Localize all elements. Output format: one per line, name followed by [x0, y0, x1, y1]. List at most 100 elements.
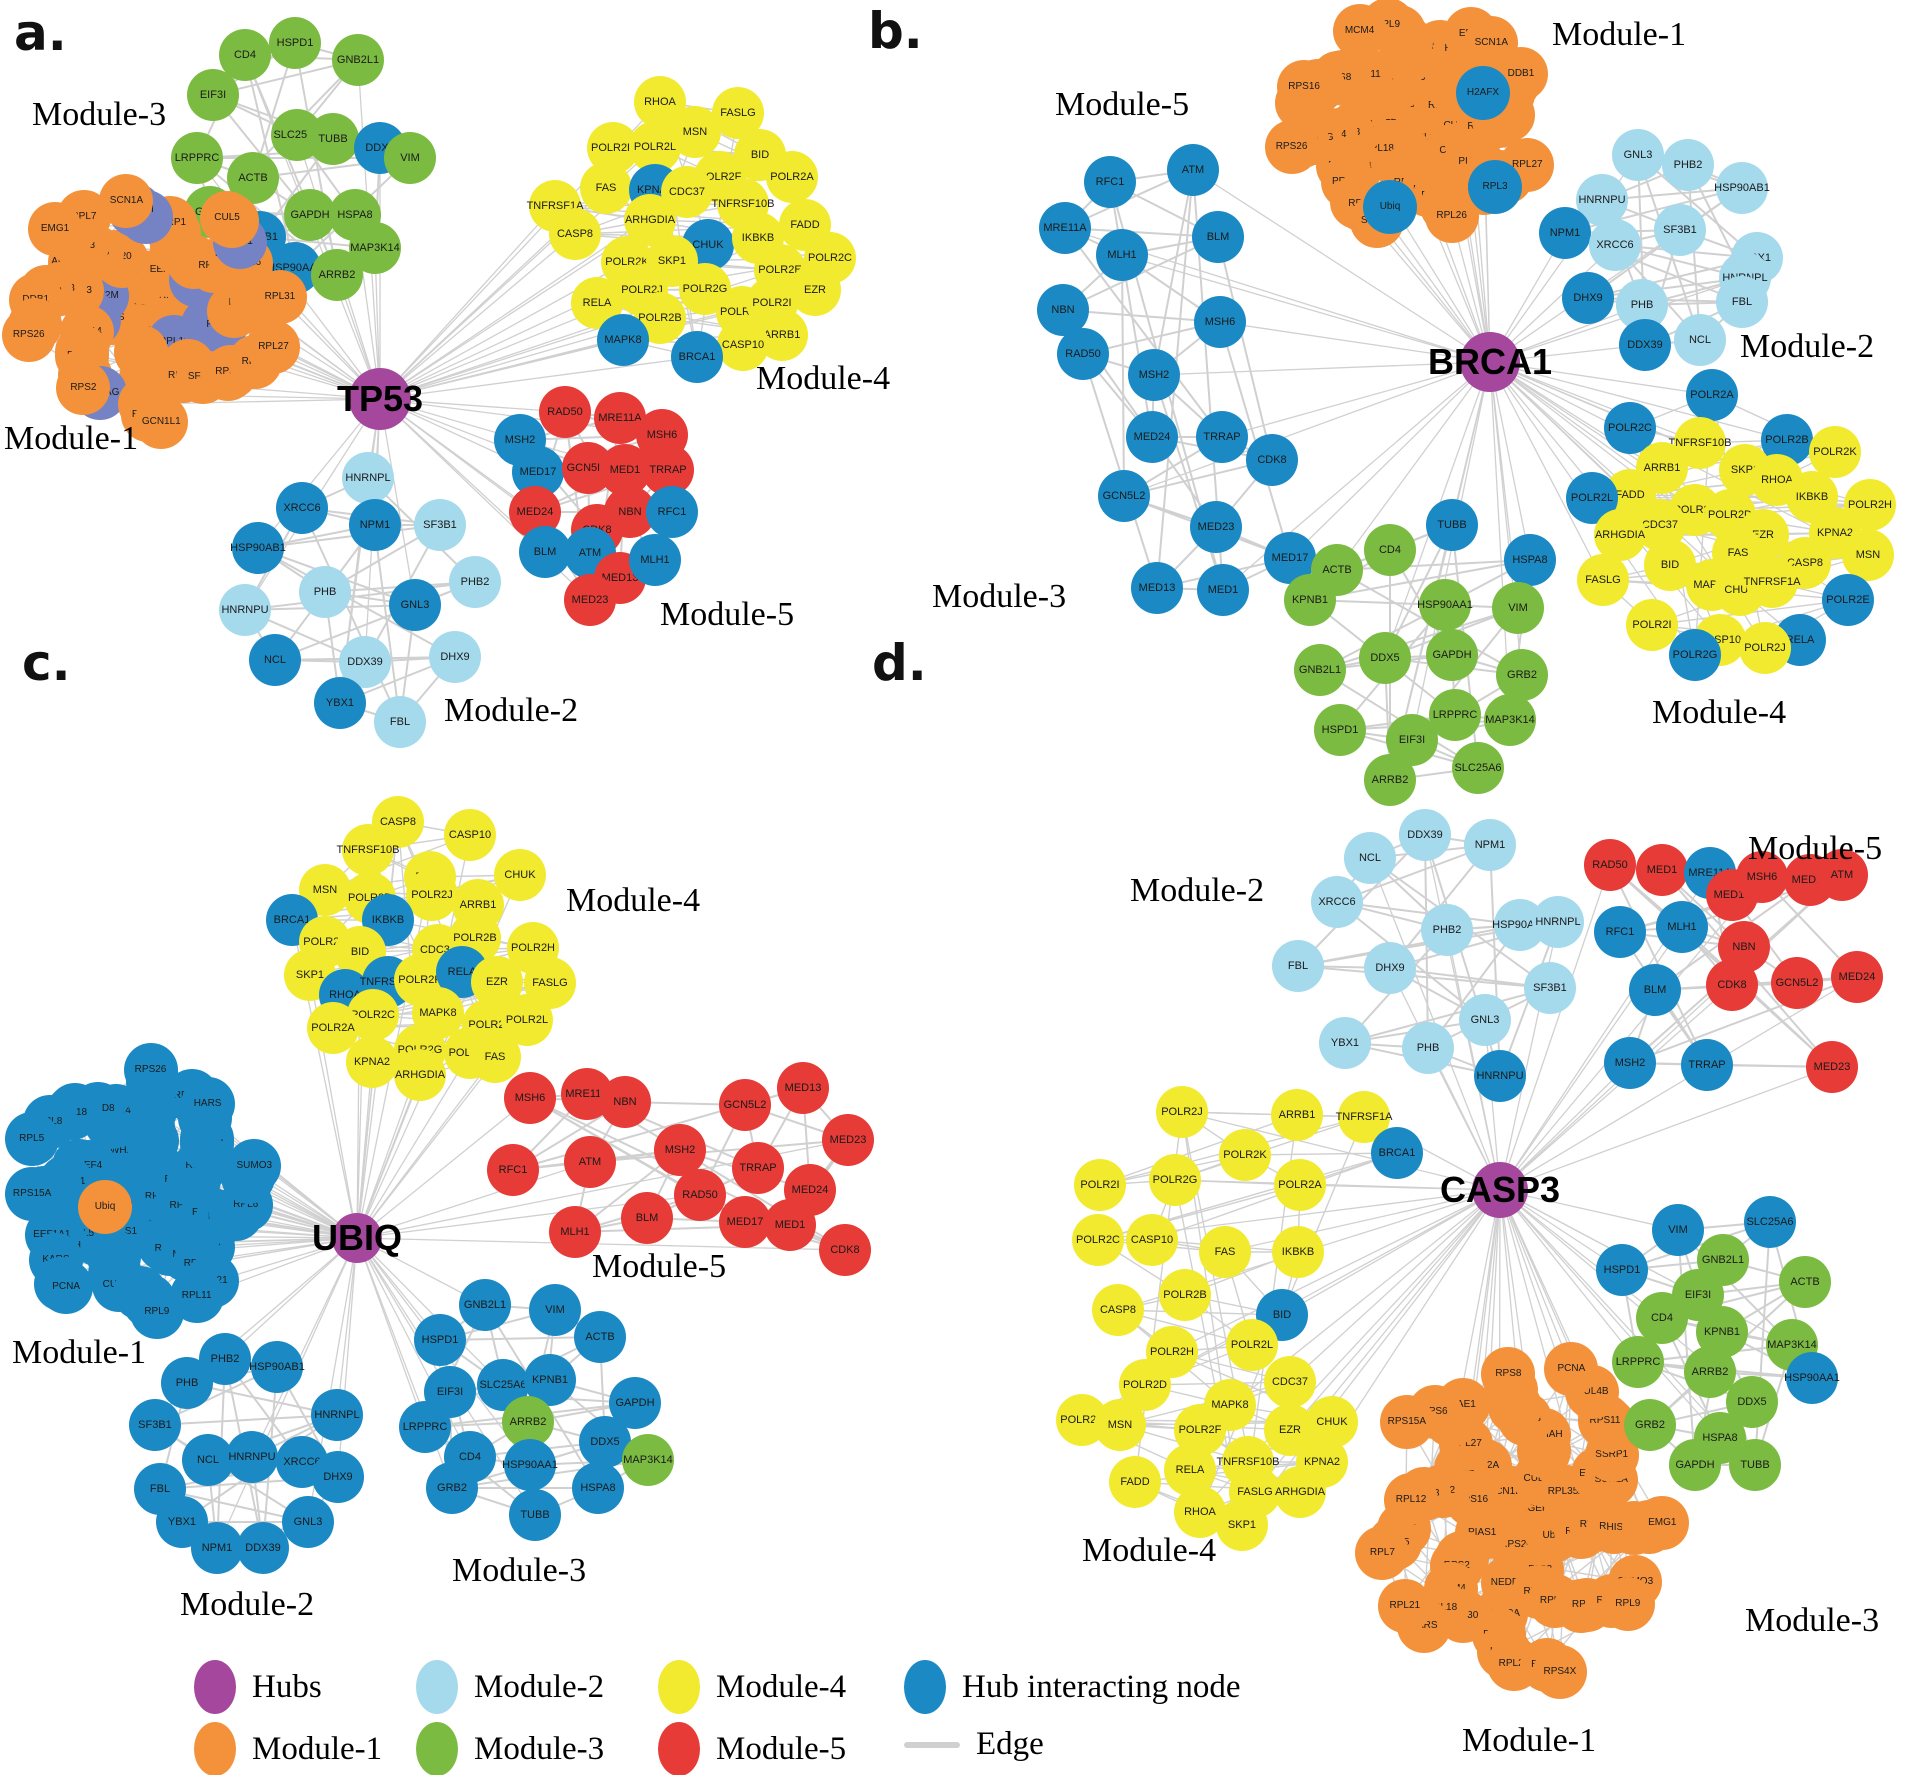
network-node[interactable]: Ubiq [1363, 180, 1417, 234]
network-node[interactable]: RPS2 [56, 360, 111, 415]
network-node[interactable]: RPS15A [1379, 1394, 1434, 1449]
network-node[interactable]: DDX39 [1619, 319, 1671, 371]
network-node[interactable]: HSP90AB1 [249, 1341, 305, 1393]
network-node[interactable]: XRCC6 [1311, 876, 1363, 928]
network-node[interactable]: DDX5 [1359, 632, 1411, 684]
network-node[interactable]: RAD50 [1057, 328, 1109, 380]
network-node[interactable]: ATM [564, 1136, 616, 1188]
network-node[interactable]: KPNA2 [346, 1036, 398, 1088]
network-node[interactable]: TRRAP [1681, 1039, 1733, 1091]
network-node[interactable]: CASP10 [444, 809, 496, 861]
network-node[interactable]: MLH1 [1096, 229, 1148, 281]
network-node[interactable]: SLC25A6 [1452, 742, 1504, 794]
network-node[interactable]: BLM [621, 1192, 673, 1244]
hub-node[interactable] [349, 368, 411, 430]
network-node[interactable]: RAD50 [674, 1169, 726, 1221]
network-node[interactable]: POLR2L [501, 994, 553, 1046]
network-node[interactable]: HSP90AA1 [502, 1439, 558, 1491]
network-node[interactable]: RPL31 [252, 270, 307, 325]
network-node[interactable]: MRE11A [1039, 202, 1091, 254]
network-node[interactable]: HNRNPL [342, 452, 394, 504]
network-node[interactable]: GNB2L1 [459, 1279, 511, 1331]
network-node[interactable]: RFC1 [646, 486, 698, 538]
network-node[interactable]: HSPD1 [414, 1314, 466, 1366]
network-node[interactable]: MSH2 [1604, 1037, 1656, 1089]
network-node[interactable]: FAS [580, 162, 632, 214]
network-node[interactable]: ARHGDIA [1594, 509, 1646, 561]
network-node[interactable]: HSP90AA1 [1417, 579, 1473, 631]
network-node[interactable]: RPS26 [1264, 119, 1319, 174]
network-node[interactable]: POLR2C [1072, 1214, 1124, 1266]
network-node[interactable]: PHB [1402, 1022, 1454, 1074]
network-node[interactable]: DDX39 [1399, 809, 1451, 861]
network-node[interactable]: CHUK [494, 849, 546, 901]
network-node[interactable]: NCL [249, 634, 301, 686]
network-node[interactable]: SKP1 [1216, 1499, 1268, 1551]
network-node[interactable]: HARS [180, 1076, 235, 1131]
network-node[interactable]: GRB2 [1624, 1399, 1676, 1451]
network-node[interactable]: ATM [1816, 849, 1868, 901]
network-node[interactable]: HSPD1 [1314, 704, 1366, 756]
network-node[interactable]: SCN1A [1464, 16, 1519, 71]
network-node[interactable]: CD4 [1636, 1292, 1688, 1344]
network-node[interactable]: MSH2 [1128, 349, 1180, 401]
network-node[interactable]: CDC37 [661, 166, 713, 218]
network-node[interactable]: NPM1 [191, 1522, 243, 1574]
network-node[interactable]: TUBB [509, 1489, 561, 1541]
network-node[interactable]: MAP3K14 [1484, 694, 1536, 746]
network-node[interactable]: XRCC6 [276, 482, 328, 534]
network-node[interactable]: CASP10 [1126, 1214, 1178, 1266]
network-node[interactable]: LRPPRC [171, 132, 223, 184]
network-node[interactable]: PHB2 [1421, 904, 1473, 956]
network-node[interactable]: MSH2 [654, 1124, 706, 1176]
network-node[interactable]: BLM [519, 526, 571, 578]
network-node[interactable]: HSPA8 [572, 1462, 624, 1514]
network-node[interactable]: GCN5L2 [719, 1079, 771, 1131]
network-node[interactable]: ARHGDIA [1274, 1466, 1326, 1518]
network-node[interactable]: SUMO3 [227, 1139, 282, 1194]
network-node[interactable]: HSPA8 [1504, 534, 1556, 586]
network-node[interactable]: DDX39 [237, 1522, 289, 1574]
network-node[interactable]: RPS26 [1, 308, 56, 363]
network-node[interactable]: GAPDH [1426, 629, 1478, 681]
network-node[interactable]: GCN5L2 [1771, 957, 1823, 1009]
network-node[interactable]: DHX9 [1364, 942, 1416, 994]
network-node[interactable]: POLR2C [1604, 402, 1656, 454]
network-node[interactable]: BRCA1 [671, 331, 723, 383]
network-node[interactable]: POLR2I [1074, 1159, 1126, 1211]
network-node[interactable]: MED23 [564, 574, 616, 626]
network-node[interactable]: NPM1 [349, 499, 401, 551]
network-node[interactable]: TRRAP [1196, 411, 1248, 463]
hub-node[interactable] [332, 1213, 382, 1263]
network-node[interactable]: TNFRSF1A [1744, 556, 1800, 608]
network-node[interactable]: RPL11 [169, 1269, 224, 1324]
network-node[interactable]: GNB2L1 [1294, 644, 1346, 696]
network-node[interactable]: GAPDH [284, 189, 336, 241]
network-node[interactable]: XRCC6 [1589, 219, 1641, 271]
network-node[interactable]: HSP90AB1 [1714, 162, 1770, 214]
network-node[interactable]: LRPPRC [399, 1401, 451, 1453]
network-node[interactable]: TUBB [1729, 1439, 1781, 1491]
network-node[interactable]: ACTB [1779, 1256, 1831, 1308]
network-node[interactable]: NBN [599, 1076, 651, 1128]
network-node[interactable]: SF3B1 [414, 499, 466, 551]
network-node[interactable]: RPL21 [1377, 1578, 1432, 1633]
network-node[interactable]: HSPD1 [1596, 1244, 1648, 1296]
network-node[interactable]: DHX9 [1562, 272, 1614, 324]
network-node[interactable]: MLH1 [549, 1206, 601, 1258]
network-node[interactable]: MED1 [1197, 564, 1249, 616]
network-node[interactable]: NPM1 [1464, 819, 1516, 871]
network-node[interactable]: H2AFX [1456, 66, 1510, 120]
network-node[interactable]: PHB [161, 1357, 213, 1409]
network-node[interactable]: LRPPRC [1429, 689, 1481, 741]
hub-node[interactable] [1472, 1162, 1528, 1218]
network-node[interactable]: KPNB1 [1284, 574, 1336, 626]
network-node[interactable]: NCL [1674, 314, 1726, 366]
network-node[interactable]: POLR2A [1274, 1159, 1326, 1211]
network-node[interactable]: SF3B1 [1654, 204, 1706, 256]
network-node[interactable]: MLH1 [629, 534, 681, 586]
network-node[interactable]: PHB2 [1662, 139, 1714, 191]
network-node[interactable]: RPL3 [1468, 160, 1522, 214]
network-node[interactable]: RPL5 [4, 1112, 59, 1167]
network-node[interactable]: RFC1 [1594, 906, 1646, 958]
